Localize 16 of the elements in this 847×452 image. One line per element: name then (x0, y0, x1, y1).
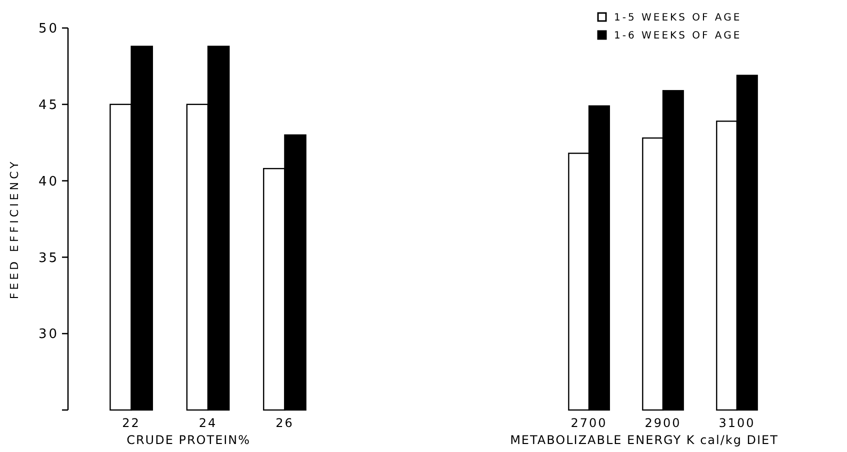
x-tick-label: 22 (122, 416, 140, 430)
y-tick-label: 35 (38, 250, 59, 266)
x-tick-label: 24 (198, 416, 218, 430)
x-tick-label: 26 (276, 416, 294, 430)
x-axis-title: CRUDE PROTEIN% (126, 433, 251, 447)
x-tick-label: 2900 (644, 416, 682, 430)
y-tick-label: 50 (38, 22, 59, 37)
y-tick-label: 40 (38, 174, 59, 190)
y-tick-label: 45 (38, 98, 59, 113)
legend-label: 1-6 WEEKS OF AGE (614, 30, 742, 42)
x-tick-label: 3100 (718, 416, 756, 430)
y-tick-label: 30 (38, 327, 59, 342)
legend-label: 1-5 WEEKS OF AGE (614, 12, 742, 24)
x-tick-label: 2700 (570, 416, 608, 430)
x-axis-title: METABOLIZABLE ENERGY K cal/kg DIET (510, 433, 778, 447)
y-axis-title: FEED EFFICIENCY (8, 158, 21, 300)
